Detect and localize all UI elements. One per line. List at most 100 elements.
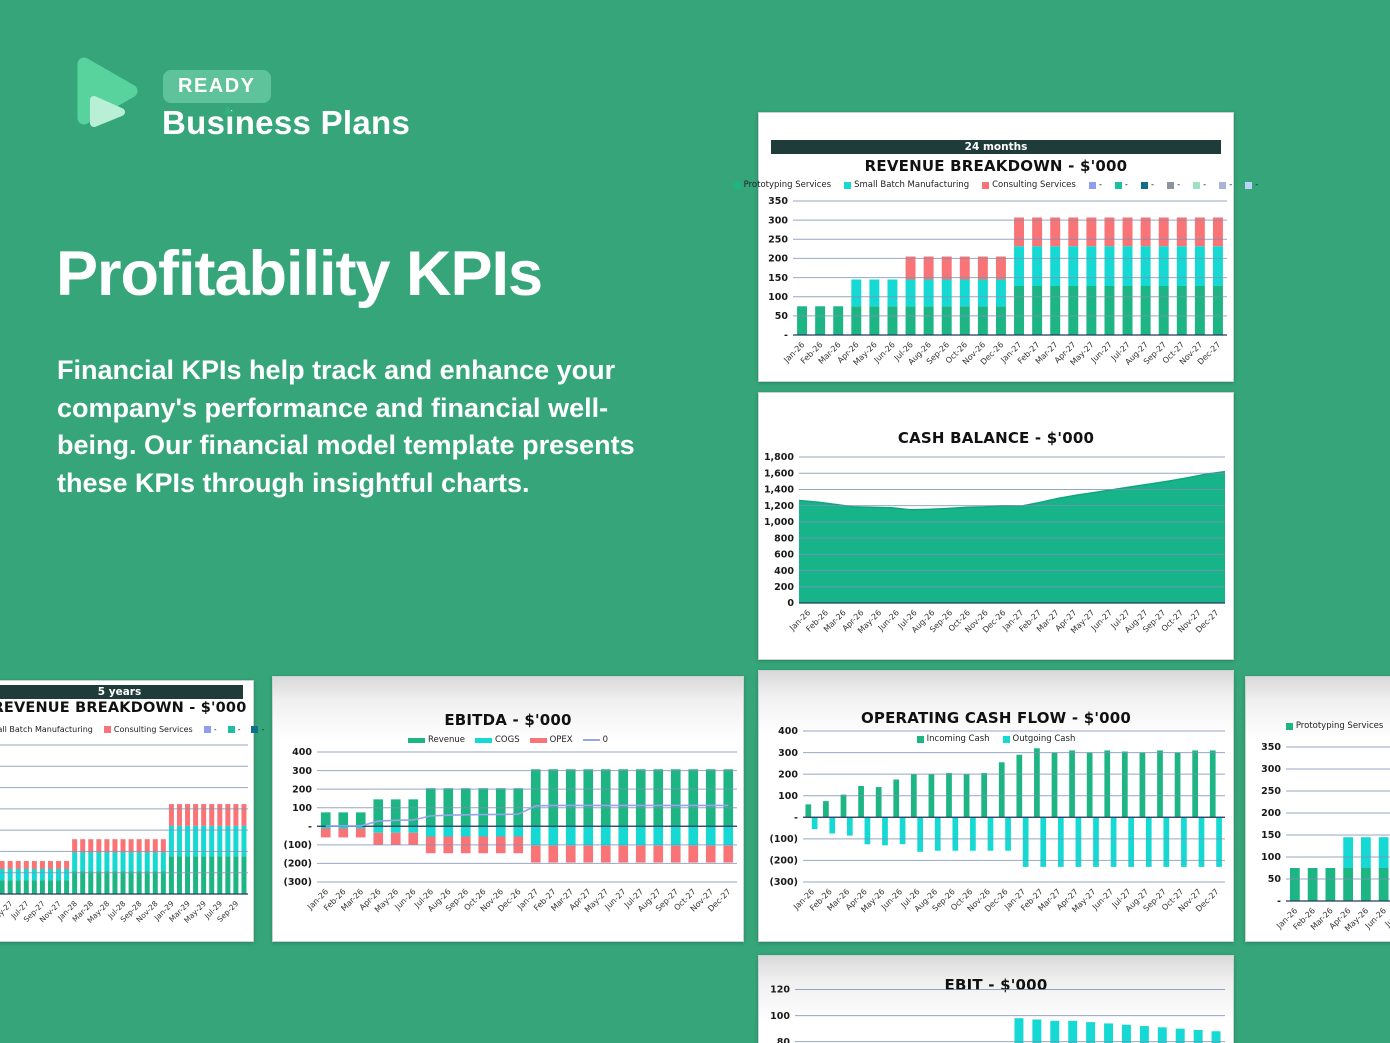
legend-swatch-icon — [1088, 181, 1096, 189]
legend-item: COGS — [474, 735, 520, 745]
legend-item: Revenue — [407, 735, 465, 745]
svg-text:(300): (300) — [283, 877, 312, 888]
legend-swatch-icon — [407, 737, 425, 743]
chart-legend: Small Batch Manufacturing Consulting Serv… — [0, 725, 264, 734]
svg-text:-: - — [308, 821, 312, 832]
chart-title: EBITDA - $'000 — [444, 711, 572, 729]
brand-name: Business Plans — [162, 104, 410, 142]
svg-text:50: 50 — [775, 311, 789, 322]
legend-label: Small Batch Manufacturing — [0, 725, 93, 734]
chart-svg: 35030025020015010050-Jan-26Feb-26Mar-26A… — [768, 196, 1227, 367]
legend-item: Outgoing Cash — [1002, 734, 1076, 744]
legend-item: - — [1167, 180, 1180, 190]
legend-item: Consulting Services — [982, 180, 1076, 190]
svg-text:100: 100 — [768, 292, 788, 303]
svg-text:200: 200 — [774, 582, 794, 593]
legend-label: Revenue — [427, 735, 465, 745]
page-title: Profitability KPIs — [56, 239, 543, 309]
legend-swatch-icon — [103, 726, 111, 733]
legend-swatch-icon — [1140, 181, 1148, 189]
legend-item: - — [227, 725, 240, 734]
svg-text:100: 100 — [1261, 852, 1281, 863]
card-cash-balance: CASH BALANCE - $'000 1,800 1,600 1,400 1,20… — [758, 392, 1234, 660]
svg-text:150: 150 — [768, 273, 788, 284]
svg-text:300: 300 — [768, 215, 788, 226]
svg-text:350: 350 — [768, 196, 788, 207]
chart-svg: 1,8001,6001,4001,2001,0008006004002000Ja… — [764, 452, 1226, 635]
legend-item: Small Batch Manufacturing — [0, 725, 93, 734]
svg-text:(100): (100) — [769, 834, 798, 845]
svg-text:1,600: 1,600 — [764, 468, 794, 479]
svg-text:100: 100 — [778, 791, 798, 802]
legend-label: 0 — [602, 735, 609, 745]
svg-text:80: 80 — [777, 1037, 791, 1043]
svg-text:200: 200 — [292, 784, 312, 795]
chart-svg: 400300200100-(100)(200)(300)Jan-26Feb-26… — [283, 747, 737, 914]
svg-text:150: 150 — [1261, 830, 1281, 841]
svg-text:300: 300 — [778, 748, 798, 759]
legend-item: - — [1245, 180, 1258, 190]
svg-text:1,000: 1,000 — [764, 517, 794, 528]
legend-swatch-icon — [1114, 181, 1122, 189]
svg-text:(300): (300) — [769, 877, 798, 888]
svg-text:800: 800 — [774, 533, 794, 544]
chart-legend: Prototyping Services Small Batch Manufact… — [733, 180, 1258, 190]
legend-item: Prototyping Services — [1285, 721, 1383, 731]
legend-item: Consulting Services — [103, 725, 193, 734]
legend-item: Prototyping Services — [733, 180, 831, 190]
chart-svg: 400300200100-(100)(200)(300)Jan-26Feb-26… — [769, 726, 1225, 914]
svg-text:400: 400 — [292, 747, 312, 758]
legend-item: - — [1193, 180, 1206, 190]
svg-text:1,200: 1,200 — [764, 501, 794, 512]
legend-label: - — [1255, 180, 1259, 190]
card-revenue-5y: 5 years REVENUE BREAKDOWN - $'000 Small … — [0, 680, 264, 942]
legend-item: - — [203, 725, 217, 734]
legend-swatch-icon — [844, 181, 852, 189]
legend-swatch-icon — [474, 737, 492, 743]
page-description: Financial KPIs help track and enhance yo… — [57, 355, 635, 498]
chart-title: REVENUE BREAKDOWN - $'000 — [0, 700, 247, 716]
svg-text:350: 350 — [1261, 742, 1281, 753]
legend-swatch-icon — [251, 726, 259, 733]
legend-item: - — [1088, 180, 1102, 190]
play-icon-svg — [77, 57, 138, 127]
operating-cash-flow-chart: 400 300 200 100- (100) (200) (300) Jan-26 Feb-26… — [759, 671, 1233, 941]
svg-text:250: 250 — [768, 234, 788, 245]
legend-label: - — [1177, 180, 1181, 190]
period-badge: 24 months — [771, 140, 1221, 154]
svg-text:120: 120 — [770, 985, 790, 996]
legend-label: Consulting Services — [113, 725, 193, 734]
chart-title: OPERATING CASH FLOW - $'000 — [860, 709, 1132, 727]
svg-text:-: - — [784, 330, 788, 341]
legend-label: - — [1229, 180, 1233, 190]
legend-label: - — [213, 725, 217, 734]
legend-swatch-icon — [733, 181, 741, 189]
period-badge: 5 years — [0, 685, 243, 699]
cash-balance-chart: 1,800 1,600 1,400 1,200 1,000 800 600 400 200 0 Ja… — [759, 393, 1233, 659]
svg-text:100: 100 — [292, 803, 312, 814]
ebit-chart: 12010080604020-Jan-26Feb-26Mar-26Apr-26M… — [759, 956, 1233, 1043]
ready-badge: READY — [163, 70, 271, 103]
legend-label: - — [1098, 180, 1102, 190]
legend-label: Consulting Services — [992, 180, 1076, 190]
svg-text:400: 400 — [774, 566, 794, 577]
svg-text:(200): (200) — [283, 859, 312, 870]
svg-text:600: 600 — [774, 550, 794, 561]
card-revenue-24m: 24 months REVENUE BREAKDOWN - $'000 Prot… — [733, 112, 1258, 382]
ebitda-chart: 400 300 200 100- (100) (200) (300) Jan-26 Feb-26… — [273, 677, 743, 941]
chart-svg: Mar-27May-27Jul-27Sep-27Nov-27Jan-28Mar-… — [0, 744, 248, 925]
revenue-right-chart: 350 300 250 200 150 100 50- Jan-26 Feb-26 Mar-26 A… — [1246, 677, 1390, 941]
legend-item: Small Batch Manufacturing — [844, 180, 969, 190]
svg-text:200: 200 — [778, 769, 798, 780]
svg-text:1,400: 1,400 — [764, 485, 794, 496]
legend-label: - — [1150, 180, 1155, 190]
card-ebit: EBIT - $'000 12010080604020-Jan-26Feb-26… — [758, 955, 1234, 1043]
legend-swatch-icon — [203, 726, 211, 733]
brand-text: Business Plans — [162, 104, 411, 141]
legend-label: Outgoing Cash — [1012, 734, 1076, 744]
card-operating-cash-flow: OPERATING CASH FLOW - $'000 Incoming Cas… — [758, 670, 1234, 942]
svg-text:300: 300 — [292, 766, 312, 777]
legend-swatch-icon — [1219, 181, 1227, 189]
chart-svg: 35030025020015010050-Jan-26Feb-26Mar-26A… — [1261, 742, 1390, 933]
